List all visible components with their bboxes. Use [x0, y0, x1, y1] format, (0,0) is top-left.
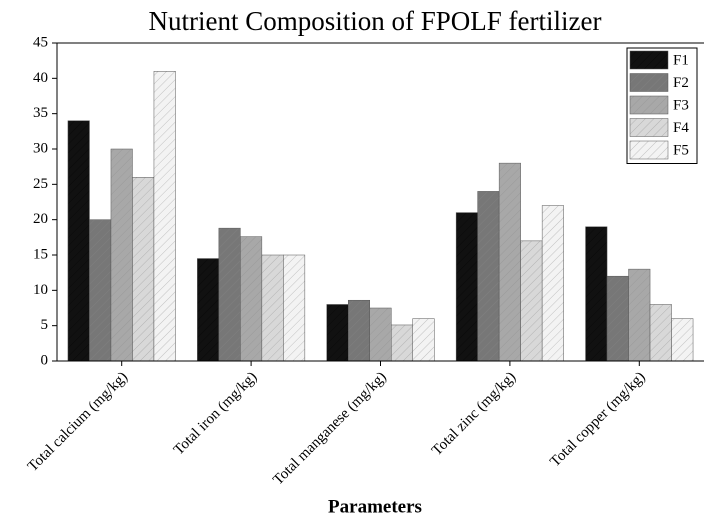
legend-swatch — [629, 140, 669, 160]
y-tick-label: 30 — [33, 140, 48, 156]
legend-label: F3 — [673, 97, 689, 113]
bar — [132, 177, 155, 362]
bar — [326, 304, 349, 362]
legend-swatch — [629, 73, 669, 92]
legend-swatch — [629, 50, 669, 70]
bar — [369, 307, 392, 362]
legend-label: F2 — [673, 75, 689, 91]
bar — [520, 240, 543, 362]
bar — [498, 162, 521, 362]
x-tick-label: Total zinc (mg/kg) — [429, 369, 519, 459]
bar — [261, 254, 284, 362]
bar — [153, 71, 176, 362]
x-axis-title: Parameters — [328, 496, 422, 517]
legend-swatch — [629, 95, 669, 115]
y-tick-label: 5 — [41, 317, 49, 333]
bar — [412, 318, 435, 362]
y-tick-label: 40 — [33, 70, 48, 86]
x-tick-label: Total manganese (mg/kg) — [270, 369, 390, 489]
bar — [67, 120, 90, 362]
bar — [110, 148, 133, 362]
y-tick-label: 0 — [41, 352, 49, 368]
y-tick-label: 15 — [33, 246, 48, 262]
legend-label: F1 — [673, 52, 689, 68]
bar — [348, 299, 370, 362]
bar — [585, 226, 608, 362]
bar — [283, 254, 306, 362]
bar — [240, 236, 263, 362]
x-tick-label: Total iron (mg/kg) — [171, 369, 261, 459]
bar — [218, 227, 241, 362]
legend-label: F4 — [673, 120, 689, 136]
y-tick-label: 20 — [33, 211, 48, 227]
bar — [477, 191, 500, 362]
y-tick-label: 25 — [33, 176, 48, 192]
y-tick-label: 10 — [33, 282, 48, 298]
bar — [455, 212, 478, 362]
bar — [197, 258, 220, 362]
chart-title: Nutrient Composition of FPOLF fertilizer — [149, 6, 602, 36]
bar — [606, 275, 629, 362]
bar — [671, 318, 694, 362]
x-tick-label: Total calcium (mg/kg) — [25, 369, 131, 475]
legend-swatch — [629, 118, 669, 137]
bar — [541, 205, 564, 362]
bar — [391, 324, 413, 362]
bar — [628, 268, 651, 362]
bar — [649, 304, 672, 362]
bar — [89, 219, 112, 362]
legend-label: F5 — [673, 142, 689, 158]
y-tick-label: 35 — [33, 105, 48, 121]
x-tick-label: Total copper (mg/kg) — [547, 369, 648, 470]
y-tick-label: 45 — [33, 34, 48, 50]
